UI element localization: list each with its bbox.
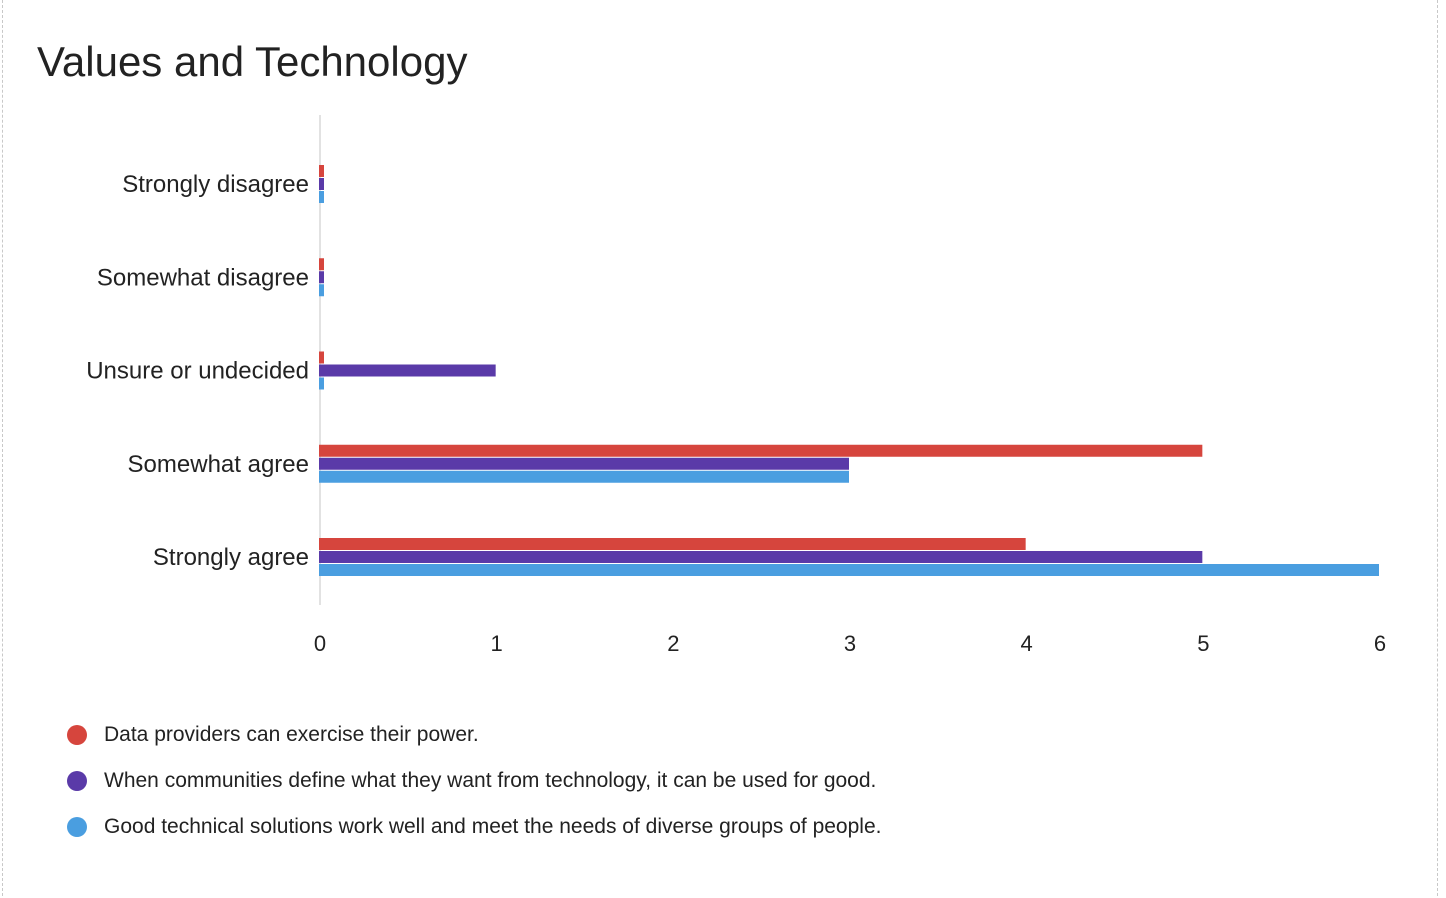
x-tick-label: 2 <box>667 631 679 656</box>
x-tick-label: 5 <box>1197 631 1209 656</box>
x-tick-label: 0 <box>314 631 326 656</box>
category-label: Strongly disagree <box>122 171 309 198</box>
legend-item[interactable]: Data providers can exercise their power. <box>67 712 881 758</box>
legend-swatch <box>67 817 87 837</box>
legend-label: Good technical solutions work well and m… <box>104 815 882 838</box>
category-label: Unsure or undecided <box>86 358 309 385</box>
legend-item[interactable]: Good technical solutions work well and m… <box>67 804 881 850</box>
x-tick-label: 6 <box>1374 631 1386 656</box>
x-tick-label: 4 <box>1021 631 1033 656</box>
bar[interactable] <box>319 364 496 377</box>
legend-label: Data providers can exercise their power. <box>104 723 479 746</box>
chart-title: Values and Technology <box>37 38 468 85</box>
x-tick-label: 1 <box>491 631 503 656</box>
legend-item[interactable]: When communities define what they want f… <box>67 758 881 804</box>
bar[interactable] <box>319 551 1203 563</box>
bar[interactable] <box>319 538 1026 550</box>
category-label: Somewhat agree <box>128 451 309 478</box>
bar[interactable] <box>319 351 324 364</box>
x-tick-label: 3 <box>844 631 856 656</box>
legend-label: When communities define what they want f… <box>104 769 877 792</box>
bar[interactable] <box>319 457 849 470</box>
bar[interactable] <box>319 444 1203 457</box>
bar[interactable] <box>319 284 324 297</box>
bar-chart: 0 1 2 3 4 5 6 Strongly disagree Somewhat disagre… <box>86 115 1386 656</box>
legend-swatch <box>67 771 87 791</box>
legend-swatch <box>67 725 87 745</box>
bar[interactable] <box>319 470 849 483</box>
category-label: Somewhat disagree <box>97 264 309 291</box>
bar[interactable] <box>319 178 324 190</box>
bar[interactable] <box>319 258 324 271</box>
category-label: Strongly agree <box>153 544 309 571</box>
bar[interactable] <box>319 271 324 284</box>
bar[interactable] <box>319 564 1379 576</box>
bar[interactable] <box>319 165 324 177</box>
chart-legend: Data providers can exercise their power.… <box>67 712 881 850</box>
bar[interactable] <box>319 191 324 203</box>
bar[interactable] <box>319 377 324 390</box>
